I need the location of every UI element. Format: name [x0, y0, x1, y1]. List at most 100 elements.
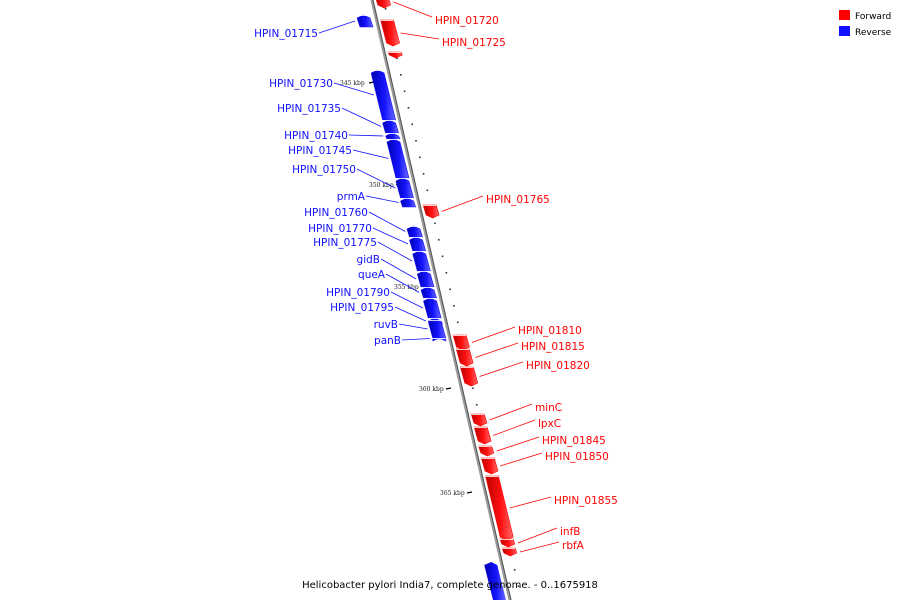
gene-infb: infB	[499, 526, 580, 548]
gene-quea: queA	[358, 269, 437, 299]
axis-dot	[513, 569, 516, 571]
gene-label: HPIN_01750	[292, 164, 356, 176]
gene-label: infB	[560, 526, 580, 538]
gene-leader	[393, 1, 433, 18]
gene-leader	[489, 403, 533, 421]
gene-label: HPIN_01815	[521, 341, 585, 353]
gene-hpin-01740: HPIN_01740	[284, 130, 401, 142]
axis-dot	[472, 387, 474, 390]
gene-label: HPIN_01810	[518, 325, 582, 337]
gene-box	[400, 197, 417, 208]
gene-hpin-01715: HPIN_01715	[254, 14, 374, 40]
genome-axis	[370, 0, 512, 600]
gene-label: HPIN_01790	[326, 287, 390, 299]
gene-box	[406, 225, 423, 238]
legend-reverse-swatch	[839, 26, 850, 36]
kbp-tick-label: 365 kbp	[440, 490, 465, 497]
gene-label: HPIN_01820	[526, 360, 590, 372]
axis-dot	[396, 57, 398, 60]
gene-box	[501, 547, 518, 557]
gene-hpin-01725	[387, 51, 403, 59]
genome-caption: Helicobacter pylori India7, complete gen…	[302, 580, 598, 591]
kbp-tick-label: 350 kbp	[369, 182, 394, 189]
axis-dot	[400, 74, 402, 76]
gene-box	[387, 51, 403, 59]
gene-label: HPIN_01770	[308, 223, 372, 235]
legend-forward-swatch	[839, 10, 850, 20]
gene-label: HPIN_01720	[435, 15, 499, 27]
gene-label: HPIN_01745	[288, 145, 352, 157]
gene-hpin-01735: HPIN_01735	[277, 103, 399, 134]
gene-box	[409, 236, 427, 252]
gene-prma: prmA	[337, 191, 417, 208]
axis-dot	[415, 140, 417, 142]
axis-dot	[437, 239, 440, 241]
gene-hpin-01775: HPIN_01775	[313, 237, 431, 272]
gene-box	[416, 270, 435, 288]
gene-leader	[348, 134, 384, 137]
gene-hpin-01730: HPIN_01730	[269, 69, 396, 121]
gene-box	[380, 19, 400, 47]
gene-label: prmA	[337, 191, 366, 203]
gene-label: gidB	[357, 254, 380, 266]
kbp-tick-label: 360 kbp	[419, 386, 444, 393]
gene-box	[460, 366, 479, 387]
gene-label: ruvB	[374, 319, 398, 331]
gene-hpin-01820: HPIN_01820	[460, 360, 590, 387]
axis-dot	[475, 404, 478, 406]
legend: Forward Reverse	[839, 10, 892, 38]
gene-leader	[519, 541, 560, 553]
gene-label: rbfA	[562, 540, 585, 552]
gene-hpin-01750: HPIN_01750	[292, 164, 414, 199]
gene-hpin-01790: HPIN_01790	[326, 287, 442, 319]
gene-leader	[517, 527, 558, 544]
axis-dot	[418, 156, 421, 159]
gene-label: panB	[374, 335, 401, 347]
gene-leader	[475, 342, 519, 358]
axis-dot	[426, 189, 429, 192]
gene-box	[499, 538, 516, 548]
gene-leader	[365, 195, 399, 203]
gene-rbfa: rbfA	[501, 540, 585, 557]
gene-leader	[372, 227, 409, 245]
gene-hpin-01845: HPIN_01845	[478, 435, 606, 457]
gene-leader	[398, 323, 428, 330]
gene-leader	[479, 361, 524, 377]
axis-dot	[449, 288, 451, 291]
gene-box	[395, 177, 414, 199]
gene-label: HPIN_01735	[277, 103, 341, 115]
gene-label: HPIN_01855	[554, 495, 618, 507]
axis-dot	[384, 8, 387, 10]
gene-minc: minC	[470, 402, 562, 427]
gene-label: HPIN_01845	[542, 435, 606, 447]
gene-hpin-01815: HPIN_01815	[455, 341, 585, 367]
axis-dot	[441, 255, 444, 258]
gene-leader	[400, 32, 440, 40]
gene-label: HPIN_01740	[284, 130, 348, 142]
gene-label: HPIN_01775	[313, 237, 377, 249]
gene-box	[455, 348, 474, 367]
gene-leader	[333, 82, 374, 96]
gene-leader	[493, 419, 536, 436]
gene-box	[485, 475, 514, 541]
gene-ruvb: ruvB	[374, 319, 447, 339]
gene-box	[356, 14, 374, 28]
kbp-tick-label: 345 kbp	[340, 80, 365, 87]
gene-leader	[385, 273, 420, 293]
gene-label: HPIN_01760	[304, 207, 368, 219]
gene-box	[473, 426, 492, 445]
gene-box	[423, 297, 442, 319]
gene-features: HPIN_01720 HPIN_01725 HPIN_01765 HPIN_01810…	[254, 0, 618, 600]
axis-dot	[422, 173, 425, 175]
gene-box	[422, 204, 440, 219]
gene-label: minC	[535, 402, 562, 414]
gene-label: HPIN_01715	[254, 28, 318, 40]
gene-hpin-01850: HPIN_01850	[480, 451, 609, 475]
gene-hpin-01765: HPIN_01765	[422, 194, 550, 219]
gene-box	[470, 413, 488, 427]
gene-label: HPIN_01725	[442, 37, 506, 49]
gene-leader	[368, 211, 406, 232]
axis-dot	[403, 90, 406, 93]
gene-leader	[441, 195, 484, 212]
gene-hpin-01770: HPIN_01770	[308, 223, 427, 252]
